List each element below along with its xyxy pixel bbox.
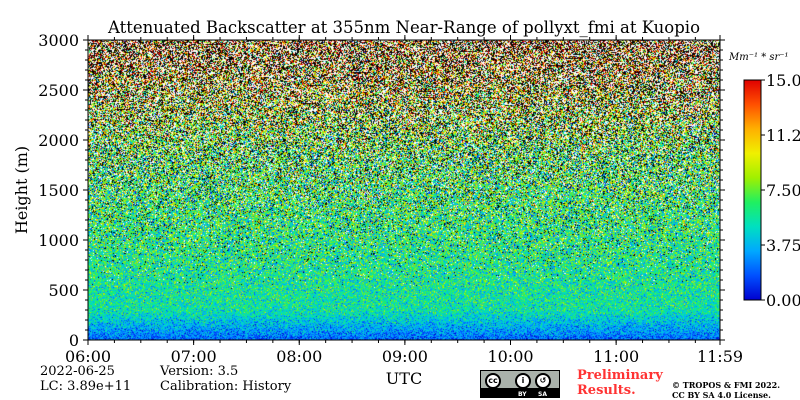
colorbar — [743, 79, 762, 301]
colorbar-tick-label: 7.50 — [766, 181, 800, 200]
preliminary-notice: Preliminary Results. — [577, 368, 663, 398]
copyright-notice: © TROPOS & FMI 2022. CC BY SA 4.0 Licens… — [672, 380, 780, 400]
x-tick-label: 11:59 — [697, 347, 743, 366]
x-axis-label: UTC — [386, 369, 422, 388]
colorbar-tick-label: 11.25 — [766, 126, 800, 145]
y-axis: 0 500 1000 1500 2000 2500 3000 — [38, 31, 725, 350]
x-tick-label: 11:00 — [593, 347, 639, 366]
colorbar-tick-label: 15.00 — [766, 71, 800, 90]
x-tick-label: 10:00 — [487, 347, 533, 366]
heatmap-image — [88, 40, 720, 340]
y-tick-label: 3000 — [38, 31, 79, 50]
sa-share-icon: ↺ — [535, 373, 551, 389]
y-tick-label: 2500 — [38, 81, 79, 100]
measurement-date: 2022-06-25 — [40, 364, 115, 379]
x-tick-label: 06:00 — [65, 347, 111, 366]
y-tick-label: 2000 — [38, 131, 79, 150]
colorbar-unit: Mm⁻¹ * sr⁻¹ — [728, 52, 789, 63]
copyright-line2: CC BY SA 4.0 License. — [672, 390, 771, 400]
version-text: Version: 3.5 — [160, 364, 239, 379]
colorbar-tick-label: 3.75 — [766, 236, 800, 255]
cc-license-badge: cc i ↺ BY SA — [480, 370, 560, 398]
colorbar-ticks: 0.00 3.75 7.50 11.25 15.00 — [761, 71, 800, 310]
preliminary-line1: Preliminary — [577, 368, 663, 383]
lidar-constant: LC: 3.89e+11 — [40, 379, 132, 394]
x-tick-label: 09:00 — [382, 347, 428, 366]
y-tick-label: 1500 — [38, 181, 79, 200]
by-person-icon: i — [515, 373, 531, 389]
preliminary-line2: Results. — [577, 383, 636, 398]
heatmap-plot — [88, 40, 720, 340]
x-axis: 06:00 07:00 08:00 09:00 10:00 11:00 11:59 — [65, 35, 743, 366]
y-tick-label: 0 — [69, 331, 79, 350]
x-tick-label: 07:00 — [171, 347, 217, 366]
calibration-text: Calibration: History — [160, 379, 292, 394]
cc-icon: cc — [485, 373, 501, 389]
chart-title: Attenuated Backscatter at 355nm Near-Ran… — [107, 18, 700, 37]
by-label: BY — [518, 391, 527, 398]
y-tick-label: 500 — [48, 281, 79, 300]
colorbar-tick-label: 0.00 — [766, 291, 800, 310]
copyright-line1: © TROPOS & FMI 2022. — [672, 380, 781, 390]
sa-label: SA — [538, 391, 547, 398]
x-tick-label: 08:00 — [276, 347, 322, 366]
y-tick-label: 1000 — [38, 231, 79, 250]
y-axis-label: Height (m) — [12, 146, 31, 234]
